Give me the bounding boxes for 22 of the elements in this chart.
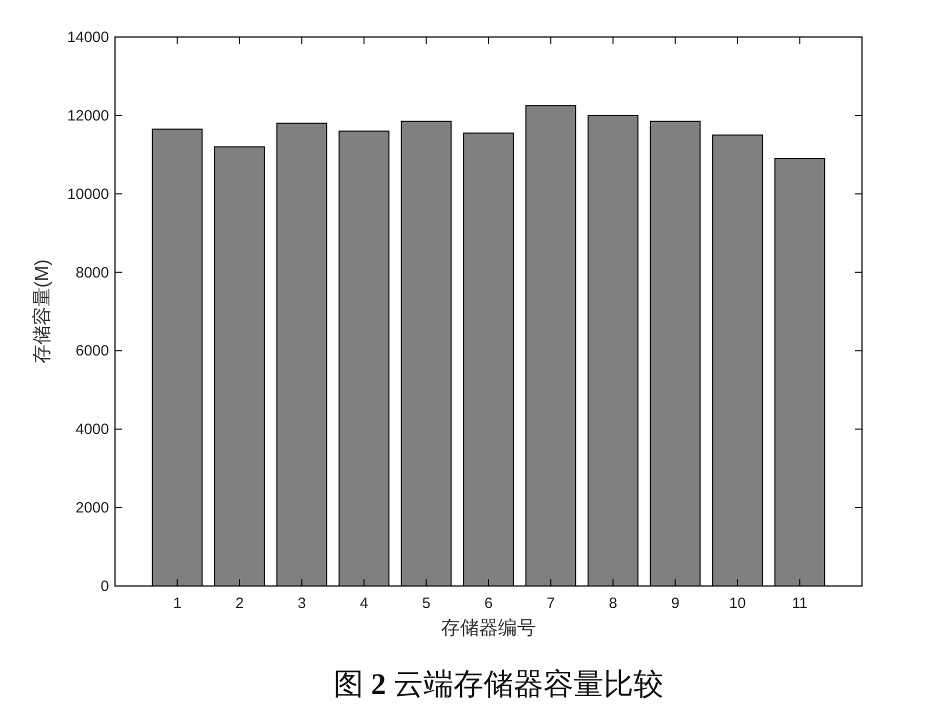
text: 图 2 云端存储器容量比较 — [334, 668, 664, 701]
x-tick-label: 8 — [608, 595, 618, 612]
x-tick-label: 2 — [235, 595, 244, 612]
y-tick-label: 12000 — [67, 107, 109, 124]
y-tick-label: 2000 — [76, 500, 109, 517]
y-tick-label: 10000 — [67, 186, 109, 203]
x-tick-label: 6 — [484, 595, 493, 612]
y-tick-label: 4000 — [76, 421, 109, 438]
x-axis-title: 存储器编号 — [441, 618, 536, 639]
x-tick-label: 4 — [360, 595, 368, 612]
y-axis-title: 存储容量(M) — [31, 259, 53, 364]
y-tick-label: 14000 — [67, 29, 109, 46]
x-tick-label: 11 — [792, 595, 808, 612]
x-tick-label: 10 — [729, 595, 746, 612]
x-tick-label: 9 — [671, 595, 680, 612]
x-tick-label: 3 — [298, 595, 306, 612]
x-tick-label: 5 — [422, 595, 430, 612]
x-tick-label: 7 — [546, 595, 555, 612]
y-tick-label: 0 — [100, 578, 109, 595]
y-tick-label: 6000 — [76, 342, 109, 360]
y-tick-label: 8000 — [76, 264, 109, 282]
x-tick-label: 1 — [173, 595, 182, 612]
